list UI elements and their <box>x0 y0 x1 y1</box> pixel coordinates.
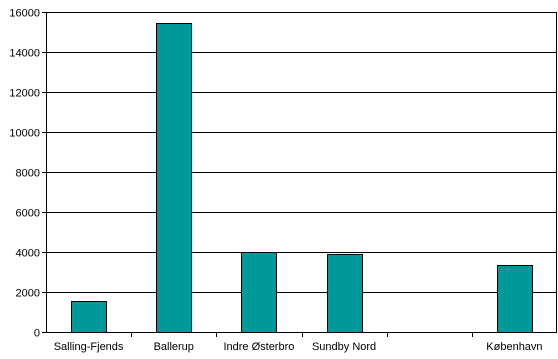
x-tick-label: Ballerup <box>154 341 194 353</box>
bars <box>71 23 533 333</box>
bar <box>327 254 363 333</box>
x-tick-label: Indre Østerbro <box>223 341 294 353</box>
y-tick-labels: 0 2000 4000 6000 8000 10000 12000 14000 16000 <box>9 8 40 340</box>
y-tick-label: 4000 <box>16 248 40 260</box>
y-tick-label: 14000 <box>9 48 40 60</box>
x-tick-labels: Salling-Fjends Ballerup Indre Østerbro Sund… <box>54 341 543 353</box>
x-tick-label: København <box>486 341 542 353</box>
y-tick-label: 16000 <box>9 8 40 20</box>
bar <box>156 23 192 333</box>
y-tick-label: 0 <box>34 328 40 340</box>
axes <box>42 12 557 337</box>
y-tick-label: 10000 <box>9 128 40 140</box>
bar <box>71 301 107 333</box>
y-tick-label: 12000 <box>9 88 40 100</box>
y-tick-label: 2000 <box>16 288 40 300</box>
x-tick-label: Sundby Nord <box>312 341 376 353</box>
x-tick-label: Salling-Fjends <box>54 341 124 353</box>
bar <box>497 265 533 333</box>
grid-lines <box>46 12 557 293</box>
bar <box>241 252 277 333</box>
y-tick-label: 8000 <box>16 168 40 180</box>
y-tick-label: 6000 <box>16 208 40 220</box>
